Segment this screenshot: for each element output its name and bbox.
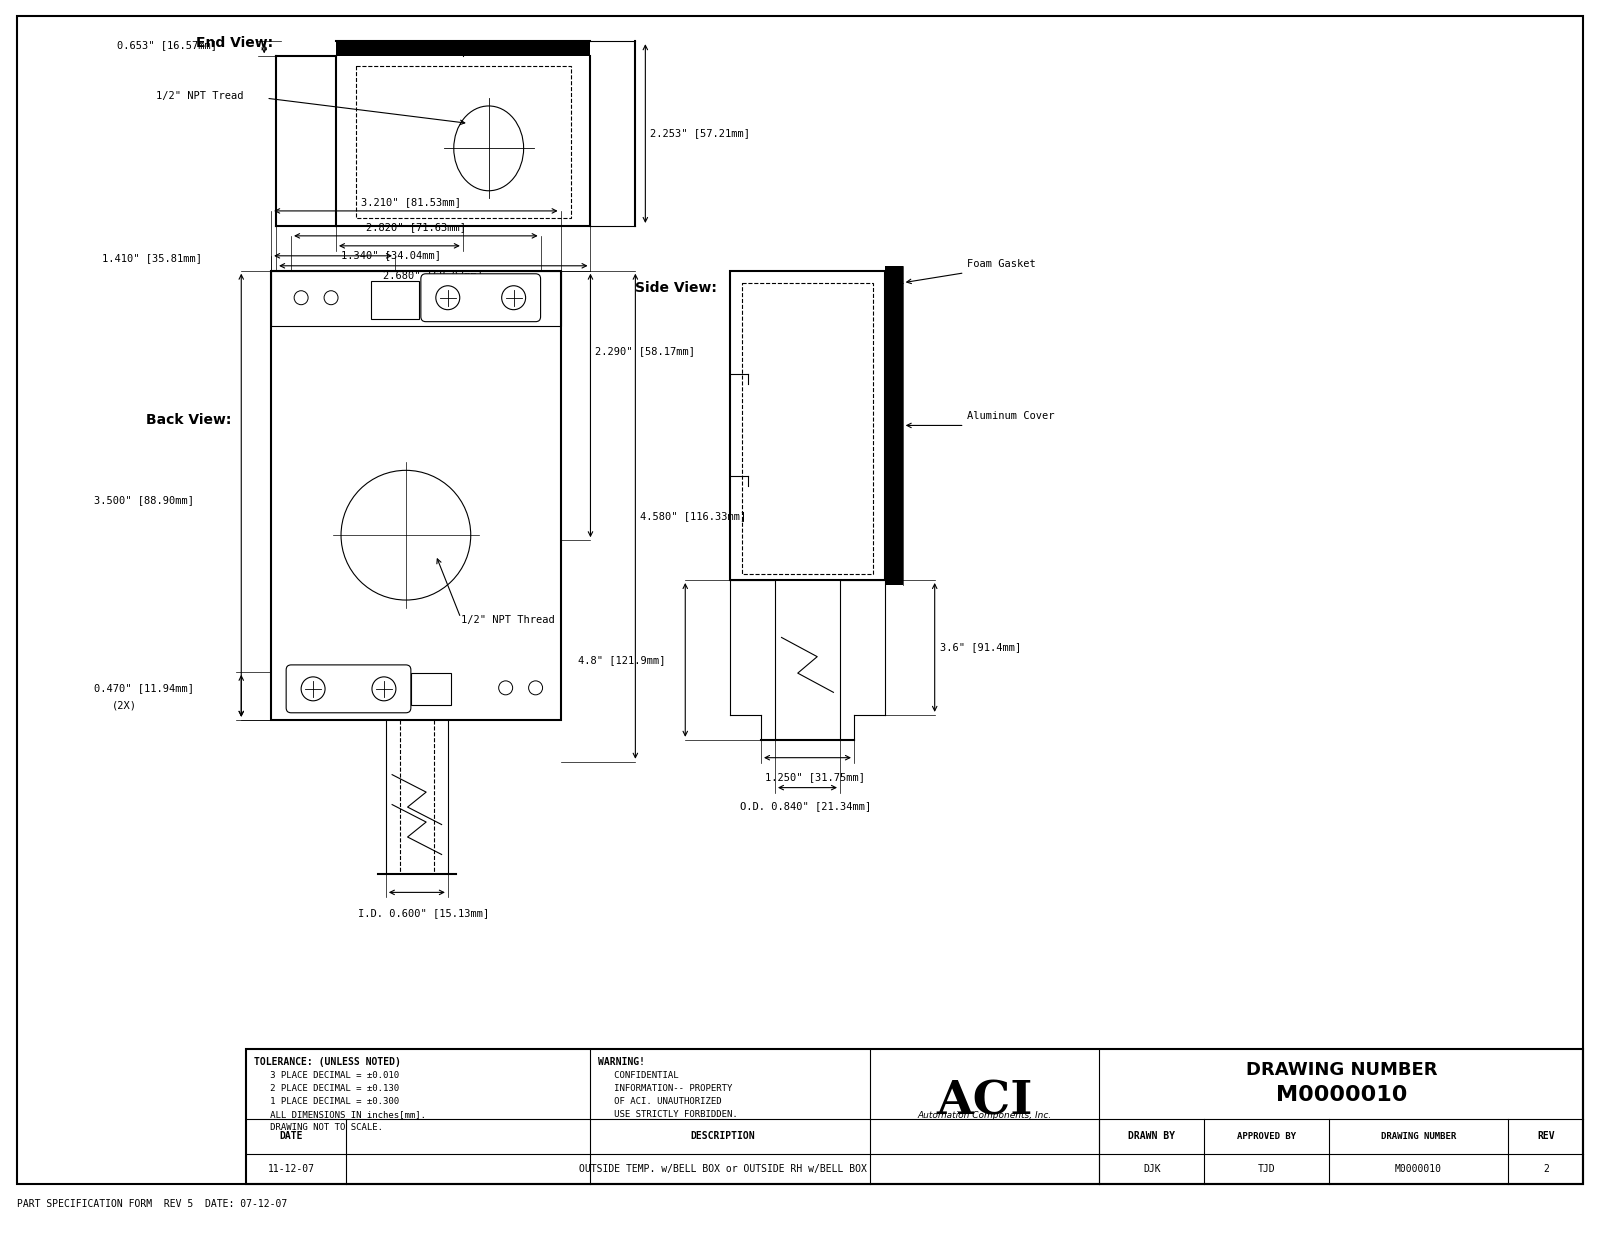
Bar xyxy=(270,271,560,720)
Text: 4.580" [116.33mm]: 4.580" [116.33mm] xyxy=(640,511,747,521)
Text: INFORMATION-- PROPERTY: INFORMATION-- PROPERTY xyxy=(598,1084,733,1094)
Text: 1/2" NPT Tread: 1/2" NPT Tread xyxy=(157,92,243,101)
Text: Aluminum Cover: Aluminum Cover xyxy=(966,412,1054,422)
Text: DRAWING NOT TO SCALE.: DRAWING NOT TO SCALE. xyxy=(254,1123,384,1132)
Text: USE STRICTLY FORBIDDEN.: USE STRICTLY FORBIDDEN. xyxy=(598,1110,738,1119)
Text: DRAWN BY: DRAWN BY xyxy=(1128,1132,1176,1142)
Text: 2.820" [71.63mm]: 2.820" [71.63mm] xyxy=(366,221,466,231)
Text: 3 PLACE DECIMAL = ±0.010: 3 PLACE DECIMAL = ±0.010 xyxy=(254,1071,400,1080)
Bar xyxy=(270,271,560,325)
Text: CONFIDENTIAL: CONFIDENTIAL xyxy=(598,1071,678,1080)
Text: OUTSIDE TEMP. w/BELL BOX or OUTSIDE RH w/BELL BOX: OUTSIDE TEMP. w/BELL BOX or OUTSIDE RH w… xyxy=(579,1164,867,1174)
Bar xyxy=(371,281,419,319)
Text: APPROVED BY: APPROVED BY xyxy=(1237,1132,1296,1141)
Text: 0.470" [11.94mm]: 0.470" [11.94mm] xyxy=(93,683,194,693)
Text: DATE: DATE xyxy=(280,1132,302,1142)
Text: PART SPECIFICATION FORM  REV 5  DATE: 07-12-07: PART SPECIFICATION FORM REV 5 DATE: 07-1… xyxy=(16,1199,286,1209)
Text: REV: REV xyxy=(1538,1132,1555,1142)
Text: 2.680" [68.07mm]: 2.680" [68.07mm] xyxy=(382,270,483,280)
Text: 3.210" [81.53mm]: 3.210" [81.53mm] xyxy=(362,197,461,207)
Text: Foam Gasket: Foam Gasket xyxy=(966,259,1035,268)
Text: M0000010: M0000010 xyxy=(1275,1085,1406,1105)
Text: 3.6" [91.4mm]: 3.6" [91.4mm] xyxy=(939,642,1021,652)
Text: Automation Components, Inc.: Automation Components, Inc. xyxy=(917,1111,1051,1119)
Text: DESCRIPTION: DESCRIPTION xyxy=(690,1132,755,1142)
Text: 1.250" [31.75mm]: 1.250" [31.75mm] xyxy=(765,772,866,782)
Bar xyxy=(246,1049,1584,1184)
Text: 1 PLACE DECIMAL = ±0.300: 1 PLACE DECIMAL = ±0.300 xyxy=(254,1097,400,1106)
Text: O.D. 0.840" [21.34mm]: O.D. 0.840" [21.34mm] xyxy=(741,802,872,811)
Bar xyxy=(336,41,590,56)
Text: Back View:: Back View: xyxy=(147,413,232,428)
Text: 11-12-07: 11-12-07 xyxy=(267,1164,315,1174)
Text: 2.290" [58.17mm]: 2.290" [58.17mm] xyxy=(595,345,696,355)
Text: OF ACI. UNAUTHORIZED: OF ACI. UNAUTHORIZED xyxy=(598,1097,722,1106)
Bar xyxy=(742,283,874,574)
Text: 1/2" NPT Thread: 1/2" NPT Thread xyxy=(461,615,555,625)
Text: ALL DIMENSIONS IN inches[mm].: ALL DIMENSIONS IN inches[mm]. xyxy=(254,1110,426,1119)
Text: TOLERANCE: (UNLESS NOTED): TOLERANCE: (UNLESS NOTED) xyxy=(254,1056,402,1068)
Text: 1.340" [34.04mm]: 1.340" [34.04mm] xyxy=(341,250,442,260)
Text: DRAWING NUMBER: DRAWING NUMBER xyxy=(1245,1061,1437,1079)
Text: (2X): (2X) xyxy=(112,701,136,711)
Text: WARNING!: WARNING! xyxy=(598,1056,645,1068)
Text: 2 PLACE DECIMAL = ±0.130: 2 PLACE DECIMAL = ±0.130 xyxy=(254,1084,400,1094)
Bar xyxy=(411,673,451,705)
FancyBboxPatch shape xyxy=(421,273,541,322)
Text: M0000010: M0000010 xyxy=(1395,1164,1442,1174)
Text: 2.253" [57.21mm]: 2.253" [57.21mm] xyxy=(650,129,750,139)
Text: 4.8" [121.9mm]: 4.8" [121.9mm] xyxy=(578,654,666,666)
Text: DRAWING NUMBER: DRAWING NUMBER xyxy=(1381,1132,1456,1141)
FancyBboxPatch shape xyxy=(286,666,411,713)
Text: ACI: ACI xyxy=(936,1079,1032,1124)
Text: 2: 2 xyxy=(1542,1164,1549,1174)
Text: TJD: TJD xyxy=(1258,1164,1275,1174)
Text: 1.410" [35.81mm]: 1.410" [35.81mm] xyxy=(101,252,202,262)
Text: End View:: End View: xyxy=(197,36,274,51)
Text: 0.653" [16.57mm]: 0.653" [16.57mm] xyxy=(117,40,216,49)
Text: Side View:: Side View: xyxy=(635,281,717,294)
Bar xyxy=(355,67,571,218)
Text: I.D. 0.600" [15.13mm]: I.D. 0.600" [15.13mm] xyxy=(358,908,490,918)
Bar xyxy=(885,266,902,585)
Bar xyxy=(730,271,885,580)
Text: DJK: DJK xyxy=(1142,1164,1160,1174)
Text: 3.500" [88.90mm]: 3.500" [88.90mm] xyxy=(93,495,194,505)
